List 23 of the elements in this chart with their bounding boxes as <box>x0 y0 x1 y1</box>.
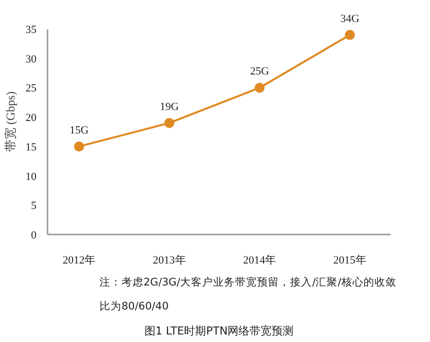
text: 图1 LTE时期PTN网络带宽预测 <box>144 324 294 338</box>
x-tick-label: 2013年 <box>152 254 186 266</box>
y-tick-label: 0 <box>31 230 37 242</box>
y-tick-label: 5 <box>31 200 37 212</box>
y-tick-label: 10 <box>26 170 37 183</box>
data-label: 34G <box>340 12 360 25</box>
point <box>344 30 355 40</box>
point <box>164 118 174 128</box>
y-tick-label: 35 <box>26 24 37 36</box>
text: 注：考虑2G/3G/大客户业务带宽预留，接入/汇聚/核心的收敛比为80/60/40 <box>100 276 396 312</box>
point <box>74 141 84 152</box>
y-tick-label: 20 <box>26 112 37 124</box>
data-label: 25G <box>250 66 270 78</box>
x-tick-label: 2014年 <box>243 254 276 266</box>
y-tick-label: 30 <box>26 53 37 66</box>
x-tick-label: 2012年 <box>62 254 96 266</box>
data-label: 15G <box>70 124 89 136</box>
x-tick-label: 2015年 <box>333 254 366 266</box>
data-label: 19G <box>160 100 179 113</box>
y-tick-label: 25 <box>26 82 37 95</box>
y-tick-label: 15 <box>26 141 37 154</box>
point <box>254 82 265 93</box>
y-axis-title: 带宽 (Gbps) <box>4 91 18 152</box>
